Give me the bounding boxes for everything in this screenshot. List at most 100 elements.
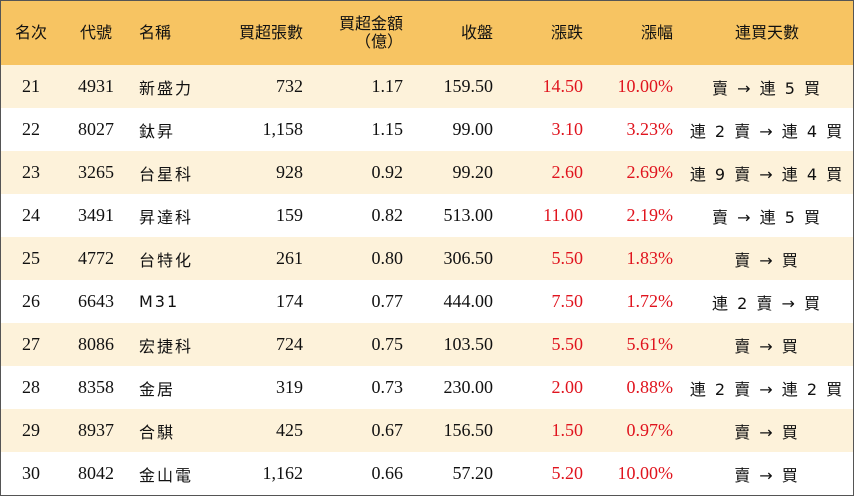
table-cell: 8027 (78, 119, 114, 139)
table-row: 27 8086 宏捷科 724 0.75 103.50 5.50 5.61% 賣 → 買 (1, 323, 853, 366)
table-cell: 10.00% (617, 76, 674, 96)
table-cell: 306.50 (443, 248, 494, 268)
table-cell: 24 (22, 205, 40, 225)
table-cell: 8358 (78, 377, 114, 397)
table-cell: 賣 → 買 (734, 250, 800, 270)
table-cell: 14.50 (542, 76, 584, 96)
column-header: 名稱 (139, 23, 172, 42)
table-cell: 宏捷科 (139, 336, 194, 356)
table-cell: 99.20 (452, 162, 494, 182)
table-cell: 5.20 (551, 463, 584, 483)
table-cell: 0.75 (371, 334, 404, 354)
table-cell: 0.77 (371, 291, 404, 311)
table-cell: 319 (276, 377, 303, 397)
column-header: 買超張數 (238, 23, 303, 42)
table-cell: 928 (276, 162, 303, 182)
table-cell: 合騏 (139, 422, 176, 442)
table-cell: 21 (22, 76, 40, 96)
table-cell: 1.50 (551, 420, 584, 440)
table-cell: 0.80 (371, 248, 404, 268)
column-header: 漲幅 (640, 23, 673, 42)
table-cell: 賣 → 買 (734, 422, 800, 442)
table-cell: 金山電 (139, 465, 194, 485)
table-cell: 26 (22, 291, 40, 311)
table-cell: 724 (276, 334, 303, 354)
table-cell: 0.67 (371, 420, 404, 440)
table-cell: 3.10 (551, 119, 584, 139)
table-cell: 台星科 (139, 164, 194, 184)
table-row: 28 8358 金居 319 0.73 230.00 2.00 0.88% 連 2 賣 → 連 … (1, 366, 853, 409)
table-cell: 0.97% (626, 420, 674, 440)
table-cell: 1.15 (371, 119, 404, 139)
table-cell: 99.00 (452, 119, 494, 139)
table-cell: 賣 → 買 (734, 465, 800, 485)
table-cell: 7.50 (551, 291, 584, 311)
table-cell: 1,158 (262, 119, 304, 139)
table-cell: 1.83% (626, 248, 674, 268)
table-cell: 鈦昇 (139, 121, 176, 141)
table-cell: 11.00 (543, 205, 583, 225)
table-cell: 0.73 (371, 377, 404, 397)
table-cell: 261 (276, 248, 303, 268)
table-row: 22 8027 鈦昇 1,158 1.15 99.00 3.10 3.23% 連 2 賣 → 連… (1, 108, 853, 151)
table-cell: 156.50 (443, 420, 494, 440)
table-cell: 732 (276, 76, 303, 96)
table-row: 30 8042 金山電 1,162 0.66 57.20 5.20 10.00% 賣 → 買 (1, 452, 853, 495)
table-cell: 230.00 (443, 377, 494, 397)
table-row: 23 3265 台星科 928 0.92 99.20 2.60 2.69% 連 9 賣 → 連 … (1, 151, 853, 194)
table-cell: 金居 (139, 379, 176, 399)
table-cell: 103.50 (443, 334, 494, 354)
table-cell: M31 (139, 292, 180, 311)
table-cell: 4931 (78, 76, 114, 96)
table-cell: 25 (22, 248, 40, 268)
table-cell: 425 (276, 420, 303, 440)
column-header: 名次 (14, 23, 47, 42)
table-cell: 159 (276, 205, 303, 225)
table-cell: 5.50 (551, 334, 584, 354)
column-header: 代號 (79, 23, 112, 42)
table-cell: 賣 → 連 5 買 (712, 78, 822, 98)
table-cell: 10.00% (617, 463, 674, 483)
table-cell: 1,162 (262, 463, 304, 483)
table-cell: 1.17 (371, 76, 404, 96)
table-cell: 30 (22, 463, 40, 483)
table-cell: 57.20 (452, 463, 494, 483)
table-cell: 台特化 (139, 250, 194, 270)
table-cell: 昇達科 (139, 207, 194, 227)
table-cell: 3265 (78, 162, 114, 182)
table-row: 29 8937 合騏 425 0.67 156.50 1.50 0.97% 賣 → 買 (1, 409, 853, 452)
table-cell: 8937 (78, 420, 114, 440)
table-cell: 2.00 (551, 377, 584, 397)
table-cell: 4772 (78, 248, 114, 268)
table-cell: 159.50 (443, 76, 494, 96)
column-header: 連買天數 (734, 23, 799, 42)
table-cell: 0.88% (626, 377, 674, 397)
table-cell: 連 2 賣 → 連 4 買 (689, 121, 845, 141)
column-header: 買超金額 （億） (338, 14, 403, 51)
table-row: 24 3491 昇達科 159 0.82 513.00 11.00 2.19% 賣 → 連 5 … (1, 194, 853, 237)
table-cell: 連 2 賣 → 買 (712, 293, 822, 313)
header-row: 名次 代號 名稱 買超張數 買超金額 （億） 收盤 漲跌 漲幅 連買天數 (1, 1, 853, 65)
table-cell: 1.72% (626, 291, 674, 311)
table-cell: 新盛力 (139, 78, 194, 98)
table-cell: 6643 (78, 291, 114, 311)
column-header: 漲跌 (550, 23, 583, 42)
table-cell: 賣 → 連 5 買 (712, 207, 822, 227)
table-cell: 444.00 (443, 291, 494, 311)
table-body: 21 4931 新盛力 732 1.17 159.50 14.50 10.00% 賣 → 連 5… (1, 65, 853, 495)
table-row: 26 6643 M31 174 0.77 444.00 7.50 1.72% 連 2 賣 → 買 (1, 280, 853, 323)
table-cell: 8086 (78, 334, 114, 354)
table-cell: 3.23% (626, 119, 674, 139)
table-cell: 0.82 (371, 205, 404, 225)
table-cell: 22 (22, 119, 40, 139)
table-cell: 8042 (78, 463, 114, 483)
table-cell: 3491 (78, 205, 114, 225)
column-header: 收盤 (460, 23, 493, 42)
table-cell: 174 (276, 291, 303, 311)
table-cell: 賣 → 買 (734, 336, 800, 356)
table-cell: 5.61% (626, 334, 674, 354)
table-cell: 0.66 (371, 463, 404, 483)
table-cell: 29 (22, 420, 40, 440)
